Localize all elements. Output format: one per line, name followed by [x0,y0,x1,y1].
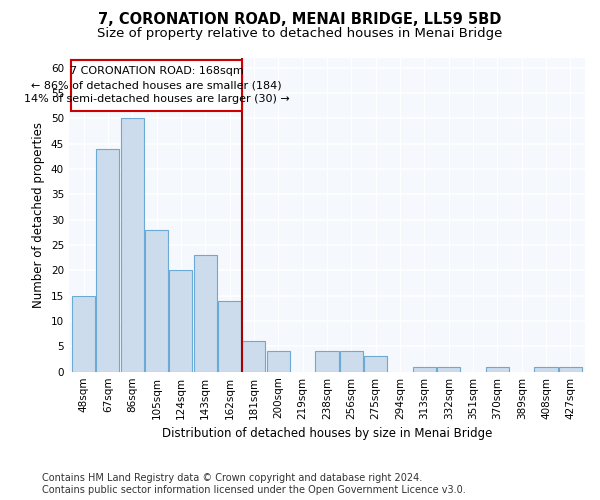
Bar [96,148,119,372]
Text: Contains HM Land Registry data © Crown copyright and database right 2024.
Contai: Contains HM Land Registry data © Crown c… [42,474,466,495]
Text: Size of property relative to detached houses in Menai Bridge: Size of property relative to detached ho… [97,28,503,40]
Bar [267,352,290,372]
Y-axis label: Number of detached properties: Number of detached properties [32,122,45,308]
Bar [437,366,460,372]
Bar [121,118,144,372]
Text: 7 CORONATION ROAD: 168sqm
← 86% of detached houses are smaller (184)
14% of semi: 7 CORONATION ROAD: 168sqm ← 86% of detac… [23,66,289,104]
Bar [486,366,509,372]
Bar [535,366,557,372]
X-axis label: Distribution of detached houses by size in Menai Bridge: Distribution of detached houses by size … [162,427,492,440]
Bar [559,366,582,372]
Bar [340,352,363,372]
Bar [145,230,168,372]
Text: 7, CORONATION ROAD, MENAI BRIDGE, LL59 5BD: 7, CORONATION ROAD, MENAI BRIDGE, LL59 5… [98,12,502,28]
Bar [72,296,95,372]
Bar [413,366,436,372]
Bar [316,352,338,372]
Bar [364,356,387,372]
Bar [169,270,193,372]
Bar [218,300,241,372]
Bar [194,255,217,372]
Bar [242,342,265,372]
FancyBboxPatch shape [71,60,242,110]
